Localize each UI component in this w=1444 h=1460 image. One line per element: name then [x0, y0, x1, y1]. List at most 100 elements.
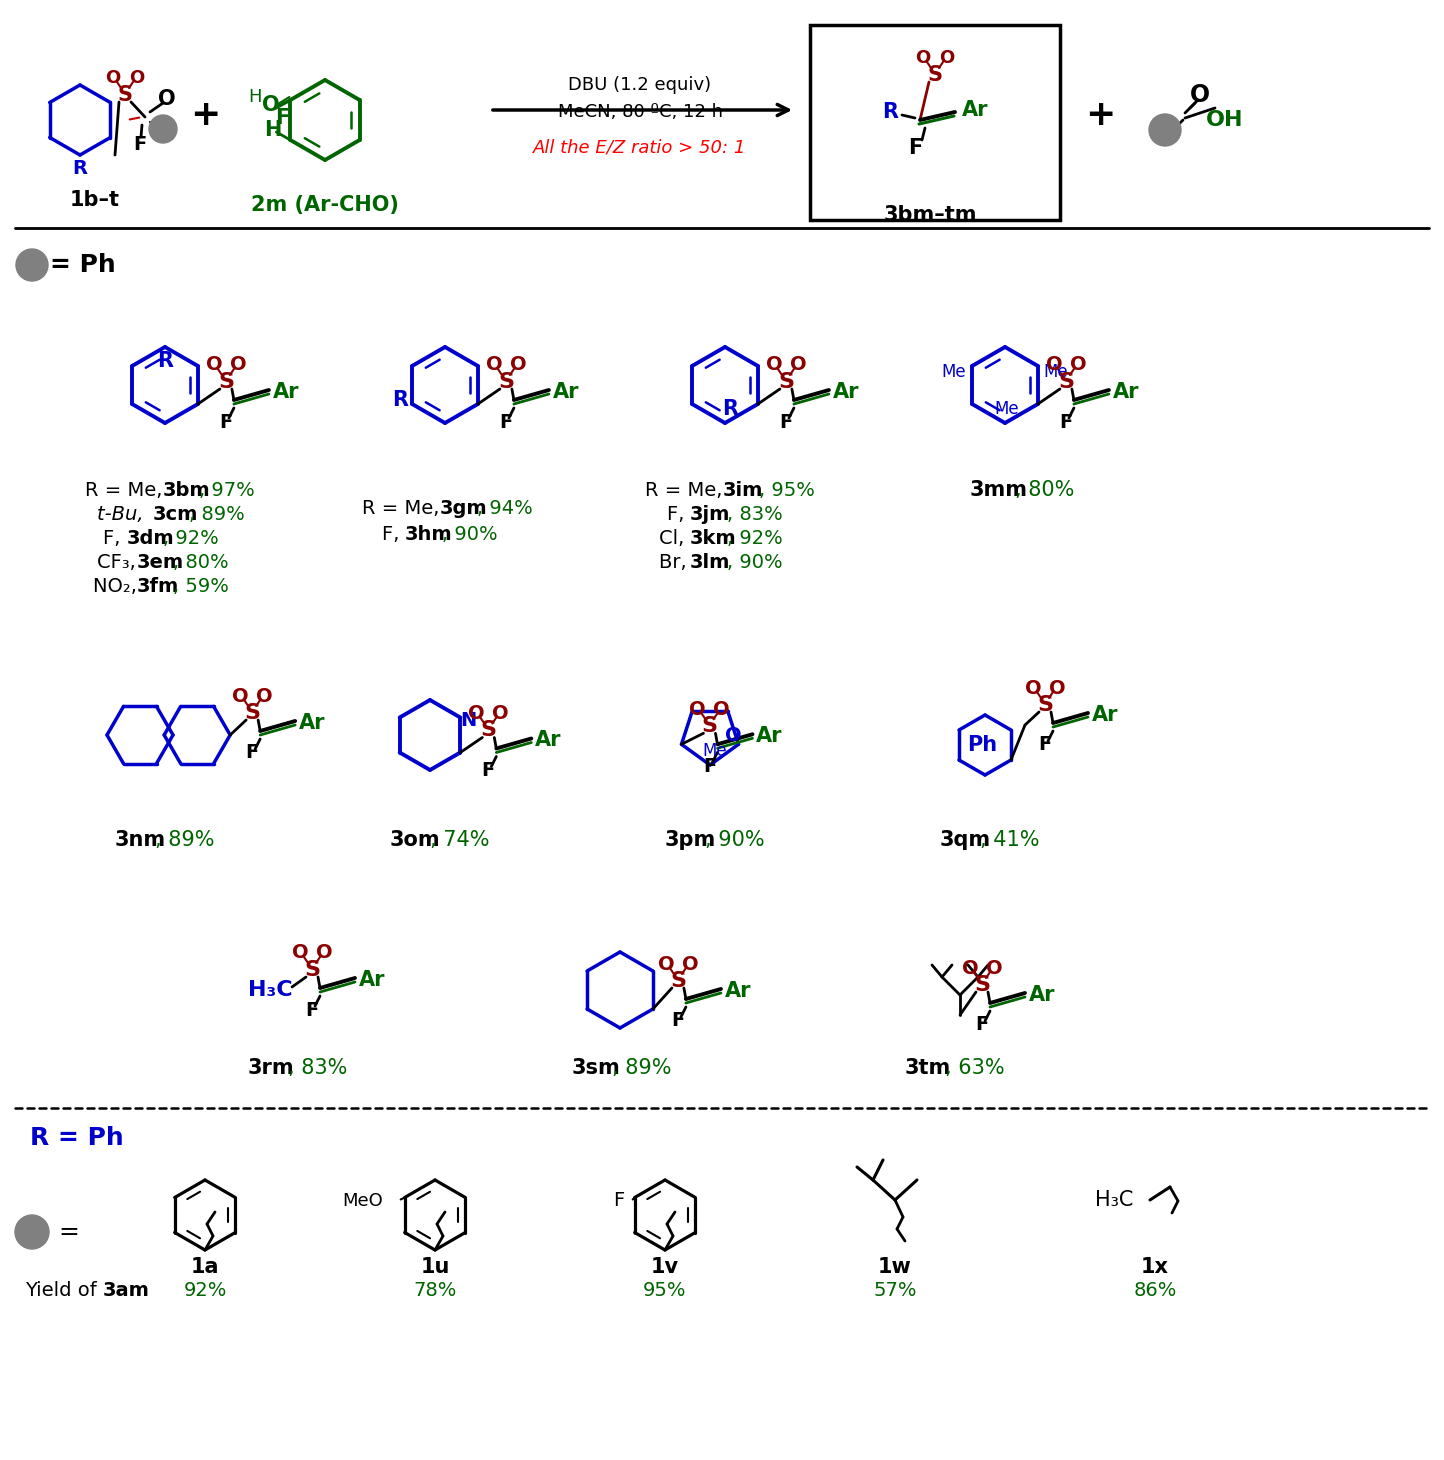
- Text: 57%: 57%: [874, 1280, 917, 1299]
- Text: O: O: [915, 50, 930, 67]
- Text: 3im: 3im: [723, 480, 764, 499]
- Text: R = Me,: R = Me,: [362, 498, 446, 517]
- Text: , 89%: , 89%: [612, 1058, 671, 1077]
- Text: F: F: [671, 1012, 684, 1031]
- Text: 3pm: 3pm: [666, 829, 716, 850]
- Text: Me: Me: [1044, 364, 1069, 381]
- Text: O: O: [1070, 355, 1086, 375]
- Text: Me: Me: [703, 742, 728, 761]
- Circle shape: [16, 250, 48, 280]
- Text: , 59%: , 59%: [173, 577, 230, 596]
- Text: F: F: [780, 413, 793, 432]
- Text: , 90%: , 90%: [442, 524, 498, 543]
- Text: , 89%: , 89%: [189, 505, 244, 524]
- Text: Ar: Ar: [757, 726, 783, 746]
- Text: Ar: Ar: [536, 730, 562, 750]
- Text: S: S: [702, 717, 718, 736]
- Text: 95%: 95%: [643, 1280, 687, 1299]
- Text: F: F: [500, 413, 513, 432]
- Text: R = Me,: R = Me,: [85, 480, 169, 499]
- Text: OH: OH: [1206, 110, 1243, 130]
- Text: 3qm: 3qm: [940, 829, 991, 850]
- Text: Me: Me: [941, 364, 966, 381]
- Text: Ar: Ar: [1028, 986, 1056, 1004]
- Text: Ph: Ph: [967, 734, 996, 755]
- Text: , 90%: , 90%: [726, 552, 783, 571]
- Text: R: R: [882, 102, 898, 123]
- Text: 3fm: 3fm: [137, 577, 179, 596]
- Text: O: O: [130, 69, 144, 88]
- Text: F,: F,: [667, 505, 690, 524]
- Text: O: O: [765, 355, 783, 375]
- Text: H: H: [248, 88, 263, 107]
- Text: S: S: [1058, 372, 1074, 391]
- Text: , 92%: , 92%: [163, 529, 218, 548]
- Text: 2m (Ar-CHO): 2m (Ar-CHO): [251, 196, 399, 215]
- Text: +: +: [189, 98, 219, 131]
- Text: O: O: [713, 699, 729, 718]
- Text: 1u: 1u: [420, 1257, 449, 1278]
- Text: , 80%: , 80%: [173, 552, 228, 571]
- Text: O: O: [940, 50, 954, 67]
- Text: O: O: [159, 89, 176, 110]
- Text: =: =: [58, 1221, 79, 1244]
- Text: 3km: 3km: [690, 529, 736, 548]
- Text: , 63%: , 63%: [944, 1058, 1005, 1077]
- Text: 3sm: 3sm: [572, 1058, 621, 1077]
- Text: O: O: [1048, 679, 1066, 698]
- Text: 3dm: 3dm: [127, 529, 175, 548]
- Text: R: R: [722, 399, 738, 419]
- Text: O: O: [1025, 679, 1041, 698]
- Text: 3gm: 3gm: [440, 498, 488, 517]
- Text: 3lm: 3lm: [690, 552, 731, 571]
- Text: Ar: Ar: [553, 383, 579, 402]
- Text: S: S: [927, 66, 943, 85]
- Text: O: O: [657, 955, 674, 974]
- Text: 3bm: 3bm: [163, 480, 211, 499]
- Text: , 83%: , 83%: [287, 1058, 348, 1077]
- Text: Ar: Ar: [833, 383, 859, 402]
- Text: 86%: 86%: [1134, 1280, 1177, 1299]
- Text: H: H: [264, 120, 282, 140]
- Text: S: S: [975, 975, 991, 996]
- Text: Ar: Ar: [725, 981, 751, 1002]
- Text: F: F: [614, 1191, 625, 1210]
- Text: , 95%: , 95%: [760, 480, 814, 499]
- Text: S: S: [670, 971, 686, 991]
- Bar: [810, 25, 1060, 220]
- Text: Cl,: Cl,: [658, 529, 690, 548]
- Text: CF₃,: CF₃,: [97, 552, 142, 571]
- Text: O: O: [105, 69, 121, 88]
- Text: F: F: [245, 743, 258, 762]
- Text: H₃C: H₃C: [248, 980, 292, 1000]
- Text: , 90%: , 90%: [705, 829, 765, 850]
- Text: 3rm: 3rm: [248, 1058, 295, 1077]
- Text: Ar: Ar: [273, 383, 299, 402]
- Circle shape: [1149, 114, 1181, 146]
- Text: R: R: [72, 159, 88, 178]
- Text: Ar: Ar: [1092, 705, 1118, 726]
- Text: O: O: [1190, 83, 1210, 107]
- Text: S: S: [244, 704, 260, 723]
- Text: F: F: [1038, 736, 1051, 755]
- Text: F,: F,: [103, 529, 127, 548]
- Text: 1v: 1v: [651, 1257, 679, 1278]
- Text: 1b–t: 1b–t: [69, 190, 120, 210]
- Text: O: O: [232, 686, 248, 705]
- Text: O: O: [256, 686, 273, 705]
- Text: 3am: 3am: [103, 1280, 150, 1299]
- Text: 3em: 3em: [137, 552, 185, 571]
- Text: R: R: [157, 350, 173, 371]
- Text: O: O: [510, 355, 526, 375]
- Text: F: F: [1060, 413, 1073, 432]
- Text: , 80%: , 80%: [1015, 480, 1074, 499]
- Text: F: F: [908, 139, 923, 158]
- Text: , 92%: , 92%: [726, 529, 783, 548]
- Text: 3nm: 3nm: [116, 829, 166, 850]
- Text: O: O: [492, 704, 508, 723]
- Text: R: R: [393, 390, 409, 410]
- Text: F: F: [975, 1016, 989, 1035]
- Text: 3mm: 3mm: [970, 480, 1028, 499]
- Text: DBU (1.2 equiv): DBU (1.2 equiv): [569, 76, 712, 93]
- Text: S: S: [498, 372, 514, 391]
